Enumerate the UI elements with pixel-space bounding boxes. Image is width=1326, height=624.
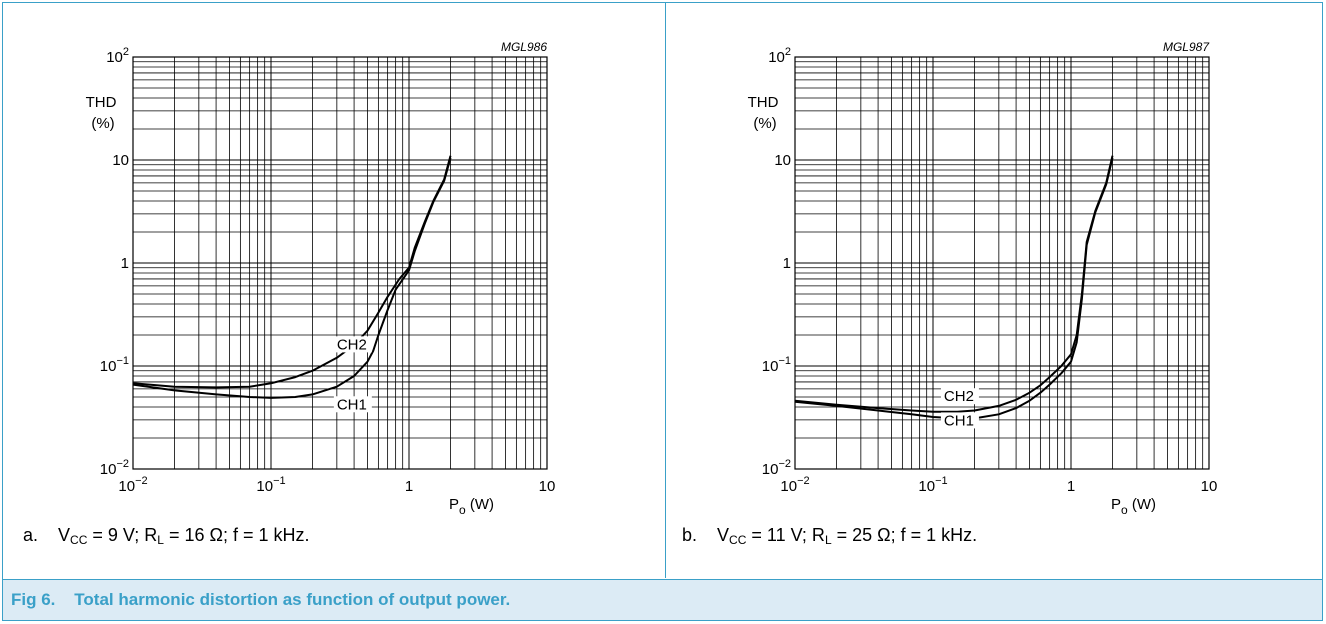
y-axis-label: THD bbox=[86, 94, 117, 111]
subcaption-b-v: V bbox=[717, 525, 730, 545]
x-axis-label: Po (W) bbox=[1111, 496, 1156, 517]
x-tick-label: 10−2 bbox=[780, 475, 809, 495]
chart-id-label: MGL986 bbox=[501, 40, 547, 54]
figure-caption-bar: Fig 6. Total harmonic distortion as func… bbox=[3, 579, 1322, 620]
x-axis-label: Po (W) bbox=[449, 496, 494, 517]
x-tick-label: 1 bbox=[405, 478, 413, 495]
subcaption-b-prefix: b. bbox=[682, 525, 698, 545]
panel-a: CH2 CH1 102 10 1 10−1 10−2 10−2 10−1 1 10 THD (%) Po … bbox=[3, 3, 666, 578]
subcaption-a: a. VCC = 9 V; RL = 16 Ω; f = 1 kHz. bbox=[23, 525, 309, 547]
y-tick-label: 1 bbox=[121, 255, 129, 272]
figure-caption: Fig 6. Total harmonic distortion as func… bbox=[11, 590, 511, 609]
annotation-ch2: CH2 bbox=[944, 388, 974, 405]
subcaption-a-prefix: a. bbox=[23, 525, 39, 545]
plot-border bbox=[132, 56, 548, 470]
annotation-bg bbox=[333, 396, 372, 413]
annotation-ch1: CH1 bbox=[944, 412, 974, 429]
y-tick-label: 10−1 bbox=[100, 355, 129, 375]
series-line-ch1 bbox=[132, 157, 452, 399]
subcaption-a-rest: = 16 Ω; f = 1 kHz. bbox=[163, 525, 310, 545]
annotation-bg bbox=[940, 412, 979, 429]
subcaption-b: b. VCC = 11 V; RL = 25 Ω; f = 1 kHz. bbox=[682, 525, 977, 547]
y-tick-label: 102 bbox=[106, 46, 129, 66]
y-tick-label: 10 bbox=[112, 152, 129, 169]
chart-b: CH2 CH1 102 10 1 10−1 10−210−2 10−1 1 10 THD (%) Po … bbox=[748, 40, 1218, 517]
panel-b: CH2 CH1 102 10 1 10−1 10−2 10−2 10−1 1 10 THD (%) Po … bbox=[666, 3, 1322, 578]
x-tick-label: 1 bbox=[1067, 478, 1075, 495]
x-tick-label: 10 bbox=[1201, 478, 1218, 495]
y-axis-label: THD bbox=[748, 94, 779, 111]
subcaption-a-vval: = 9 V; R bbox=[87, 525, 158, 545]
annotation-bg bbox=[940, 388, 979, 405]
x-tick-label: 10−1 bbox=[918, 475, 947, 495]
series-line-ch1 bbox=[794, 157, 1114, 420]
y-tick-label: 102 bbox=[768, 46, 791, 66]
y-axis-unit: (%) bbox=[91, 115, 114, 132]
subcaption-a-v: V bbox=[58, 525, 71, 545]
y-tick-label: 10−1 bbox=[762, 355, 791, 375]
x-tick-label: 10 bbox=[539, 478, 556, 495]
chart-a: CH2 CH1 102 10 1 10−1 10−210−2 10−1 1 10 THD (%) Po … bbox=[86, 40, 556, 517]
subcaption-b-rsub: L bbox=[824, 533, 832, 547]
y-axis-unit: (%) bbox=[753, 115, 776, 132]
x-tick-label: 10−2 bbox=[118, 475, 147, 495]
y-tick-label: 10 bbox=[774, 152, 791, 169]
chart-id-label: MGL987 bbox=[1163, 40, 1210, 54]
annotation-ch1: CH1 bbox=[337, 396, 367, 413]
subcaption-b-rest: = 25 Ω; f = 1 kHz. bbox=[831, 525, 978, 545]
subcaption-a-vsub: CC bbox=[70, 533, 88, 547]
subcaption-b-vval: = 11 V; R bbox=[746, 525, 825, 545]
annotation-bg bbox=[333, 336, 372, 353]
grid bbox=[794, 56, 1210, 470]
annotation-ch2: CH2 bbox=[337, 336, 367, 353]
subcaption-a-rsub: L bbox=[157, 533, 164, 547]
plot-border bbox=[794, 56, 1210, 470]
y-tick-label: 1 bbox=[783, 255, 791, 272]
y-tick-label: 10−2 bbox=[100, 458, 129, 478]
subcaption-b-vsub: CC bbox=[729, 533, 747, 547]
x-tick-label: 10−1 bbox=[256, 475, 285, 495]
y-tick-label: 10−2 bbox=[762, 458, 791, 478]
